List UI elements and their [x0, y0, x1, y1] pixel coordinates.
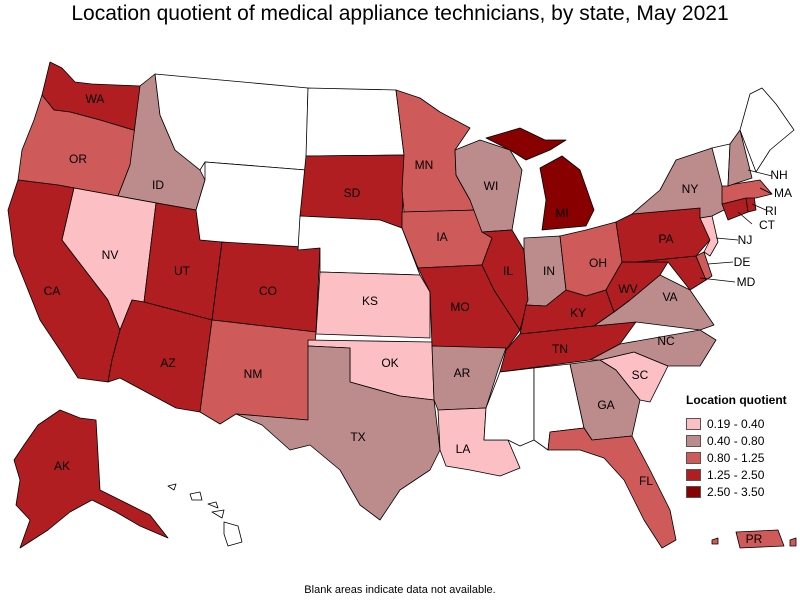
state-label-CO: CO	[259, 284, 277, 298]
state-label-NC: NC	[657, 334, 675, 348]
state-label-NM: NM	[244, 367, 263, 381]
state-label-NY: NY	[682, 182, 699, 196]
state-label-IA: IA	[436, 230, 447, 244]
state-label-VA: VA	[662, 290, 677, 304]
legend-label: 0.19 - 0.40	[707, 416, 765, 431]
state-DE[interactable]	[695, 251, 713, 281]
state-label-MD: MD	[737, 275, 756, 289]
state-label-DE: DE	[734, 255, 751, 269]
state-label-MI: MI	[555, 206, 568, 220]
state-label-WI: WI	[484, 179, 499, 193]
legend-item: 0.40 - 0.80	[686, 432, 787, 449]
state-label-PR: PR	[746, 532, 763, 546]
state-label-WA: WA	[86, 92, 105, 106]
state-label-AR: AR	[454, 366, 471, 380]
state-label-IL: IL	[503, 264, 513, 278]
legend-item: 2.50 - 3.50	[686, 483, 787, 500]
state-label-OH: OH	[589, 256, 607, 270]
legend-label: 0.80 - 1.25	[707, 450, 765, 465]
state-NC[interactable]	[589, 329, 717, 367]
state-TX[interactable]	[235, 345, 441, 521]
state-label-FL: FL	[639, 474, 653, 488]
state-label-TN: TN	[552, 342, 568, 356]
state-label-MN: MN	[415, 158, 434, 172]
state-ND[interactable]	[305, 87, 405, 157]
state-HI[interactable]	[167, 483, 243, 547]
legend-label: 2.50 - 3.50	[707, 484, 765, 499]
state-label-GA: GA	[597, 398, 614, 412]
state-AK[interactable]	[13, 409, 169, 549]
state-FL[interactable]	[547, 427, 677, 549]
state-WY[interactable]	[195, 161, 307, 251]
state-labels: WA OR CA ID NV UT AZ CO NM SD KS OK TX MN IA MO AR LA WI IL…	[44, 92, 792, 546]
state-label-SD: SD	[344, 186, 361, 200]
legend-item: 0.80 - 1.25	[686, 449, 787, 466]
state-label-OK: OK	[381, 356, 398, 370]
leader-lines	[699, 169, 773, 283]
state-label-OR: OR	[69, 152, 87, 166]
state-NH[interactable]	[727, 129, 753, 187]
legend-swatch	[686, 468, 701, 481]
state-label-LA: LA	[456, 442, 471, 456]
state-IL[interactable]	[481, 229, 529, 331]
legend-swatch	[686, 417, 701, 430]
legend-title: Location quotient	[686, 393, 787, 407]
state-label-KS: KS	[362, 294, 378, 308]
legend-label: 0.40 - 0.80	[707, 433, 765, 448]
state-label-NH: NH	[770, 168, 787, 182]
state-PR[interactable]	[735, 529, 785, 549]
state-label-WV: WV	[618, 282, 637, 296]
legend-label: 1.25 - 2.50	[707, 467, 765, 482]
legend-item: 1.25 - 2.50	[686, 466, 787, 483]
pr-islet	[789, 537, 797, 547]
state-label-RI: RI	[765, 204, 777, 218]
state-label-NJ: NJ	[738, 233, 753, 247]
state-label-KY: KY	[570, 306, 586, 320]
state-label-MA: MA	[774, 186, 792, 200]
state-label-AK: AK	[54, 459, 70, 473]
legend: Location quotient 0.19 - 0.40 0.40 - 0.80…	[686, 393, 787, 500]
state-ME[interactable]	[739, 87, 795, 173]
state-label-CA: CA	[44, 284, 61, 298]
state-label-UT: UT	[174, 264, 191, 278]
state-label-PA: PA	[658, 232, 673, 246]
state-MA[interactable]	[721, 179, 773, 205]
state-label-IN: IN	[543, 264, 555, 278]
state-label-TX: TX	[350, 430, 365, 444]
legend-swatch	[686, 434, 701, 447]
state-label-MO: MO	[450, 300, 469, 314]
state-NY[interactable]	[631, 147, 729, 219]
state-label-CT: CT	[759, 218, 776, 232]
legend-item: 0.19 - 0.40	[686, 415, 787, 432]
state-label-ID: ID	[152, 178, 164, 192]
state-label-SC: SC	[632, 368, 649, 382]
state-label-AZ: AZ	[160, 356, 175, 370]
legend-swatch	[686, 485, 701, 498]
map-title: Location quotient of medical appliance t…	[71, 2, 729, 25]
pr-islet	[711, 537, 719, 545]
state-MI[interactable]	[485, 127, 595, 231]
legend-swatch	[686, 451, 701, 464]
state-KS[interactable]	[315, 271, 431, 339]
footnote: Blank areas indicate data not available.	[304, 584, 496, 596]
state-label-NV: NV	[102, 248, 119, 262]
